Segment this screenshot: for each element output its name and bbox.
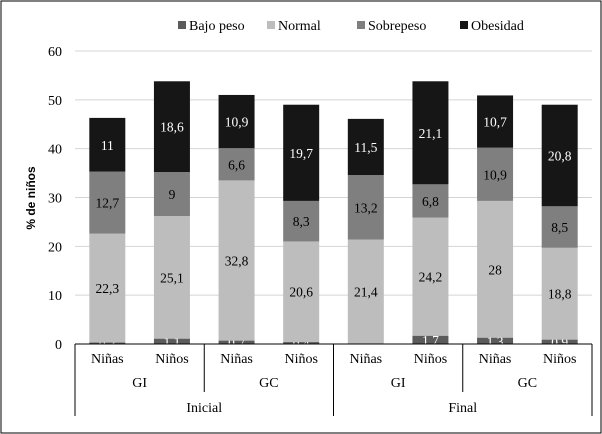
legend-label: Normal (278, 19, 321, 34)
y-tick-label: 50 (48, 94, 62, 109)
x-group-label: GI (391, 376, 406, 391)
y-tick-label: 10 (48, 289, 62, 304)
data-label: 13,2 (354, 200, 378, 215)
data-label: 19,7 (289, 146, 313, 161)
x-category-label: Niñas (220, 352, 253, 367)
x-category-label: Niñas (91, 352, 124, 367)
y-axis-title: % de niños (24, 166, 38, 230)
bar-segment (541, 247, 578, 340)
data-label: 6,8 (422, 194, 439, 209)
legend-swatch (267, 21, 275, 29)
bar-segment (89, 171, 126, 234)
bar-segment (283, 342, 320, 344)
bar-segment (89, 117, 126, 172)
data-label: 21,1 (419, 126, 443, 141)
data-label: 25,1 (160, 270, 184, 285)
data-label: 18,8 (548, 287, 572, 302)
data-label: 11 (101, 138, 114, 153)
legend-swatch (178, 21, 186, 29)
y-tick-label: 20 (48, 240, 62, 255)
bar-segment (153, 172, 190, 217)
bar-segment (89, 233, 126, 343)
bar-segment (218, 148, 255, 181)
data-label: 11,5 (354, 140, 377, 155)
bar-segment (412, 81, 449, 185)
data-label: 20,8 (548, 149, 572, 164)
bar-segment (283, 104, 320, 201)
bar-segment (347, 239, 384, 344)
bar-segment (347, 118, 384, 176)
y-tick-label: 60 (48, 45, 62, 60)
y-tick-label: 0 (55, 338, 62, 353)
data-label: 10,9 (483, 167, 507, 182)
bar-segment (412, 217, 449, 336)
legend-label: Obesidad (471, 19, 524, 34)
legend-label: Bajo peso (189, 19, 245, 34)
x-category-label: Niños (414, 352, 447, 367)
legend-swatch (357, 21, 365, 29)
x-category-label: Niños (155, 352, 188, 367)
data-label: 21,4 (354, 285, 378, 300)
data-label: 8,5 (551, 220, 568, 235)
bar-segment (477, 200, 514, 338)
bar-segment (541, 104, 578, 207)
data-label: 10,9 (225, 115, 249, 130)
x-supergroup-label: Inicial (186, 401, 222, 416)
bar-segment (283, 200, 320, 242)
x-category-label: Niñas (349, 352, 382, 367)
x-category-label: Niños (284, 352, 317, 367)
bar-segment (541, 339, 578, 344)
x-category-label: Niñas (479, 352, 512, 367)
x-supergroup-label: Final (448, 401, 477, 416)
bar-segment (347, 175, 384, 240)
bar-segment (412, 184, 449, 218)
bar-segment (283, 241, 320, 343)
x-group-label: GI (132, 376, 147, 391)
bar-segment (541, 206, 578, 248)
bar-segment (153, 81, 190, 173)
data-label: 12,7 (96, 196, 120, 211)
bar-segment (218, 180, 255, 341)
x-group-label: GC (259, 376, 278, 391)
y-tick-label: 30 (48, 192, 62, 207)
data-label: 32,8 (225, 253, 249, 268)
data-label: 22,3 (96, 281, 120, 296)
legend-swatch (460, 21, 468, 29)
data-label: 28 (488, 262, 502, 277)
x-category-label: Niños (543, 352, 576, 367)
bar-segment (218, 94, 255, 149)
data-label: 24,2 (419, 270, 443, 285)
bar-segment (477, 337, 514, 344)
data-label: 9 (169, 187, 176, 202)
y-tick-label: 40 (48, 143, 62, 158)
bar-segment (153, 216, 190, 339)
x-group-label: GC (518, 376, 537, 391)
data-label: 6,6 (228, 157, 245, 172)
data-label: 10,7 (483, 115, 507, 130)
bar-segment (218, 340, 255, 344)
bar-segment (477, 147, 514, 201)
bar-segment (89, 342, 126, 344)
data-label: 18,6 (160, 120, 184, 135)
data-label: 8,3 (293, 214, 310, 229)
legend-label: Sobrepeso (368, 19, 426, 34)
bar-segment (477, 95, 514, 148)
bar-segment (153, 338, 190, 344)
data-label: 20,6 (289, 285, 313, 300)
bar-segment (412, 335, 449, 344)
